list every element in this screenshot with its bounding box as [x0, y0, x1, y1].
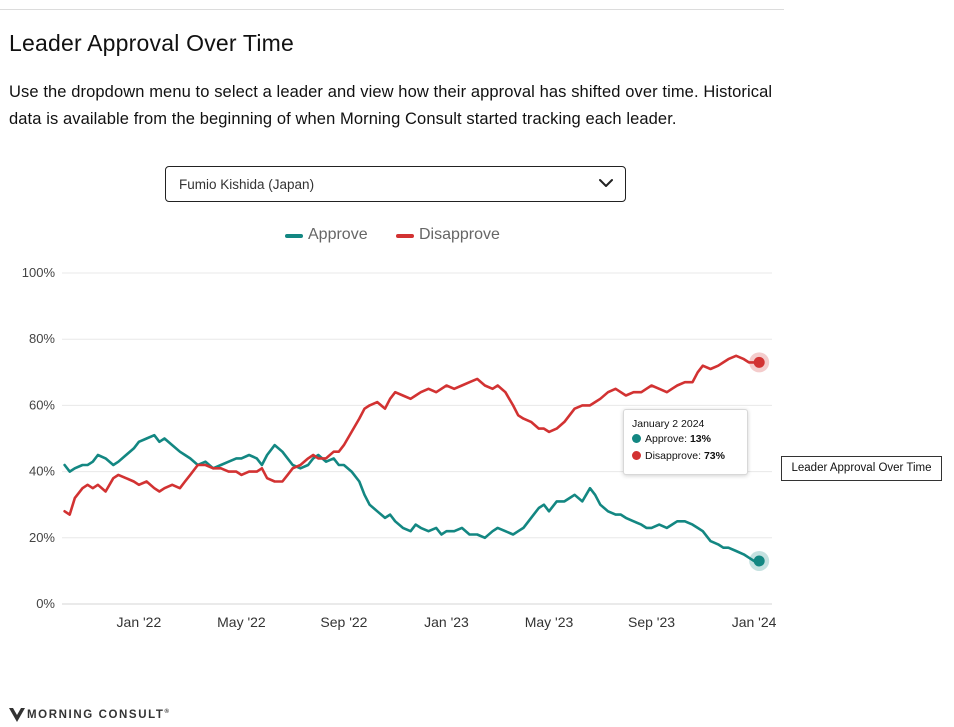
legend-item-approve[interactable]: Approve [285, 226, 377, 246]
approval-line-chart[interactable]: 0% 20% 40% 60% 80% 100% Jan '22 May '22 Sep '22 J… [0, 255, 784, 645]
tooltip-row-disapprove: Disapprove: 73% [632, 450, 725, 462]
x-tick-label: May '23 [525, 614, 574, 630]
x-tick-label: Sep '22 [320, 614, 367, 630]
y-tick-label: 80% [29, 331, 55, 346]
top-divider [0, 9, 784, 10]
y-tick-label: 40% [29, 464, 55, 479]
page-title: Leader Approval Over Time [9, 30, 294, 56]
legend-label-approve: Approve [308, 226, 368, 243]
series-line-approve [63, 433, 761, 563]
tooltip-disapprove-value: 73% [703, 450, 725, 462]
chart-tooltip: January 2 2024 Approve: 13% Disapprove: … [623, 409, 748, 475]
y-tick-label: 20% [29, 530, 55, 545]
tooltip-approve-label: Approve: [645, 433, 688, 445]
series-line-disapprove [63, 354, 761, 516]
x-tick-label: May '22 [217, 614, 266, 630]
chevron-down-icon [599, 179, 613, 187]
x-tick-label: Jan '24 [732, 614, 777, 630]
leader-dropdown-value: Fumio Kishida (Japan) [179, 177, 315, 192]
tooltip-disapprove-label: Disapprove: [645, 450, 702, 462]
x-tick-label: Sep '23 [628, 614, 675, 630]
page-description: Use the dropdown menu to select a leader… [9, 83, 773, 128]
tooltip-row-approve: Approve: 13% [632, 433, 711, 445]
y-tick-label: 100% [22, 265, 56, 280]
x-tick-label: Jan '23 [424, 614, 469, 630]
chart-legend: Approve Disapprove [0, 226, 784, 246]
chart-caption-label: Leader Approval Over Time [781, 456, 942, 481]
tooltip-approve-value: 13% [689, 433, 711, 445]
leader-dropdown[interactable]: Fumio Kishida (Japan) [165, 166, 626, 202]
legend-item-disapprove[interactable]: Disapprove [396, 226, 514, 246]
morning-consult-logo-icon [9, 708, 25, 722]
tooltip-dot-approve [632, 434, 641, 443]
legend-swatch-approve [285, 234, 303, 238]
y-tick-label: 0% [36, 596, 55, 611]
legend-swatch-disapprove [396, 234, 414, 238]
brand-name: MORNING CONSULT® [27, 709, 169, 721]
tooltip-date: January 2 2024 [632, 418, 705, 430]
y-tick-label: 60% [29, 397, 55, 412]
x-tick-label: Jan '22 [117, 614, 162, 630]
marker-point-approve [753, 555, 765, 567]
marker-point-disapprove [753, 356, 765, 368]
legend-label-disapprove: Disapprove [419, 226, 500, 243]
tooltip-dot-disapprove [632, 451, 641, 460]
